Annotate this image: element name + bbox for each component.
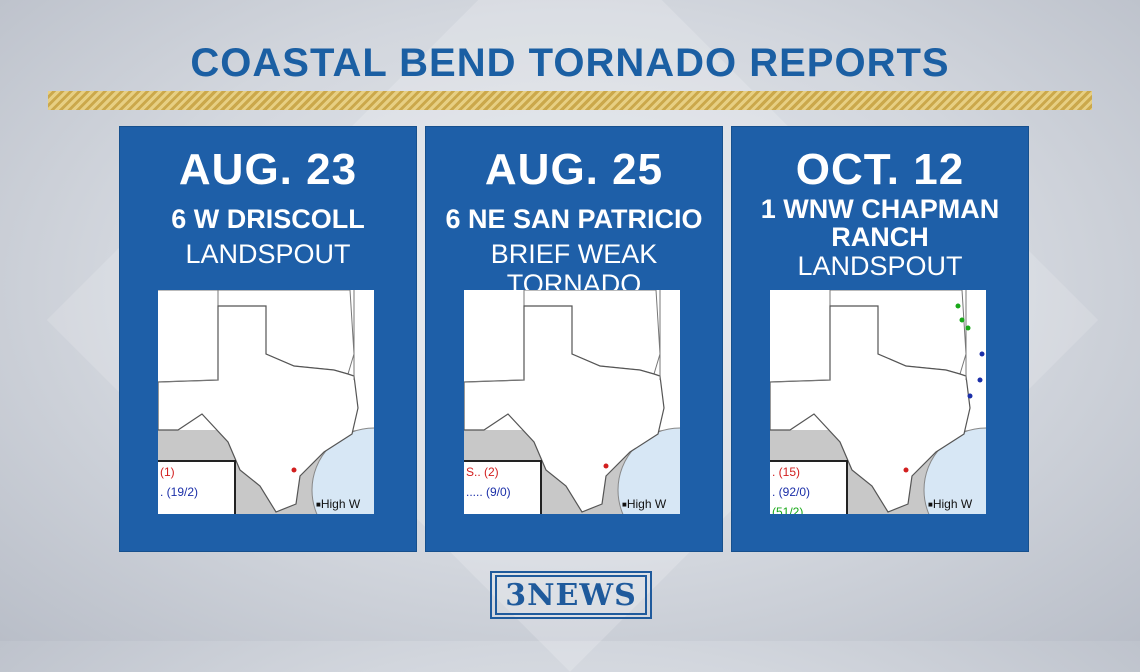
card-location: 6 NE SAN PATRICIO	[445, 204, 703, 234]
tornado-marker	[603, 463, 609, 469]
report-card-aug-23: AUG. 23 6 W DRISCOLL LANDSPOUT (1) . (19…	[119, 126, 417, 552]
tornado-marker	[903, 467, 909, 473]
card-location-line-2: RANCH	[831, 222, 929, 252]
3news-logo: 3NEWS	[490, 571, 652, 619]
legend-line: (51/2)	[772, 505, 804, 514]
report-marker-blue	[967, 393, 973, 399]
card-date: OCT. 12	[795, 145, 965, 194]
report-marker-blue	[977, 377, 983, 383]
high-wind-label: High W	[316, 497, 360, 511]
3news-logo-text: 3NEWS	[495, 575, 647, 615]
map-legend: S.. (2) ..... (9/0)	[464, 460, 542, 514]
high-wind-label: High W	[622, 497, 666, 511]
report-marker-green	[959, 317, 965, 323]
card-type: LANDSPOUT	[185, 239, 351, 269]
page-title: COASTAL BEND TORNADO REPORTS	[190, 41, 950, 85]
report-marker-green	[965, 325, 971, 331]
report-card-aug-25: AUG. 25 6 NE SAN PATRICIO BRIEF WEAK TOR…	[425, 126, 723, 552]
map-legend: . (15) . (92/0) (51/2)	[770, 460, 848, 514]
card-date: AUG. 25	[484, 145, 664, 194]
card-location: 6 W DRISCOLL	[171, 204, 365, 234]
gold-divider	[48, 91, 1092, 110]
legend-line: . (92/0)	[772, 485, 811, 499]
texas-map: (1) . (19/2) High W	[158, 290, 374, 514]
texas-map: S.. (2) ..... (9/0) High W	[464, 290, 680, 514]
legend-line: (1)	[160, 465, 175, 479]
report-marker-green	[955, 303, 961, 309]
card-location-line-1: 1 WNW CHAPMAN	[760, 194, 1000, 224]
report-marker-blue	[979, 351, 985, 357]
legend-line: S.. (2)	[466, 465, 499, 479]
tornado-marker	[291, 467, 297, 473]
map-legend: (1) . (19/2)	[158, 460, 236, 514]
texas-map: . (15) . (92/0) (51/2) High W	[770, 290, 986, 514]
legend-line: . (19/2)	[160, 485, 199, 499]
card-date: AUG. 23	[178, 145, 358, 194]
high-wind-label: High W	[928, 497, 972, 511]
report-card-oct-12: OCT. 12 1 WNW CHAPMAN RANCH LANDSPOUT . …	[731, 126, 1029, 552]
legend-line: . (15)	[772, 465, 801, 479]
legend-line: ..... (9/0)	[466, 485, 511, 499]
card-type: LANDSPOUT	[797, 251, 963, 281]
